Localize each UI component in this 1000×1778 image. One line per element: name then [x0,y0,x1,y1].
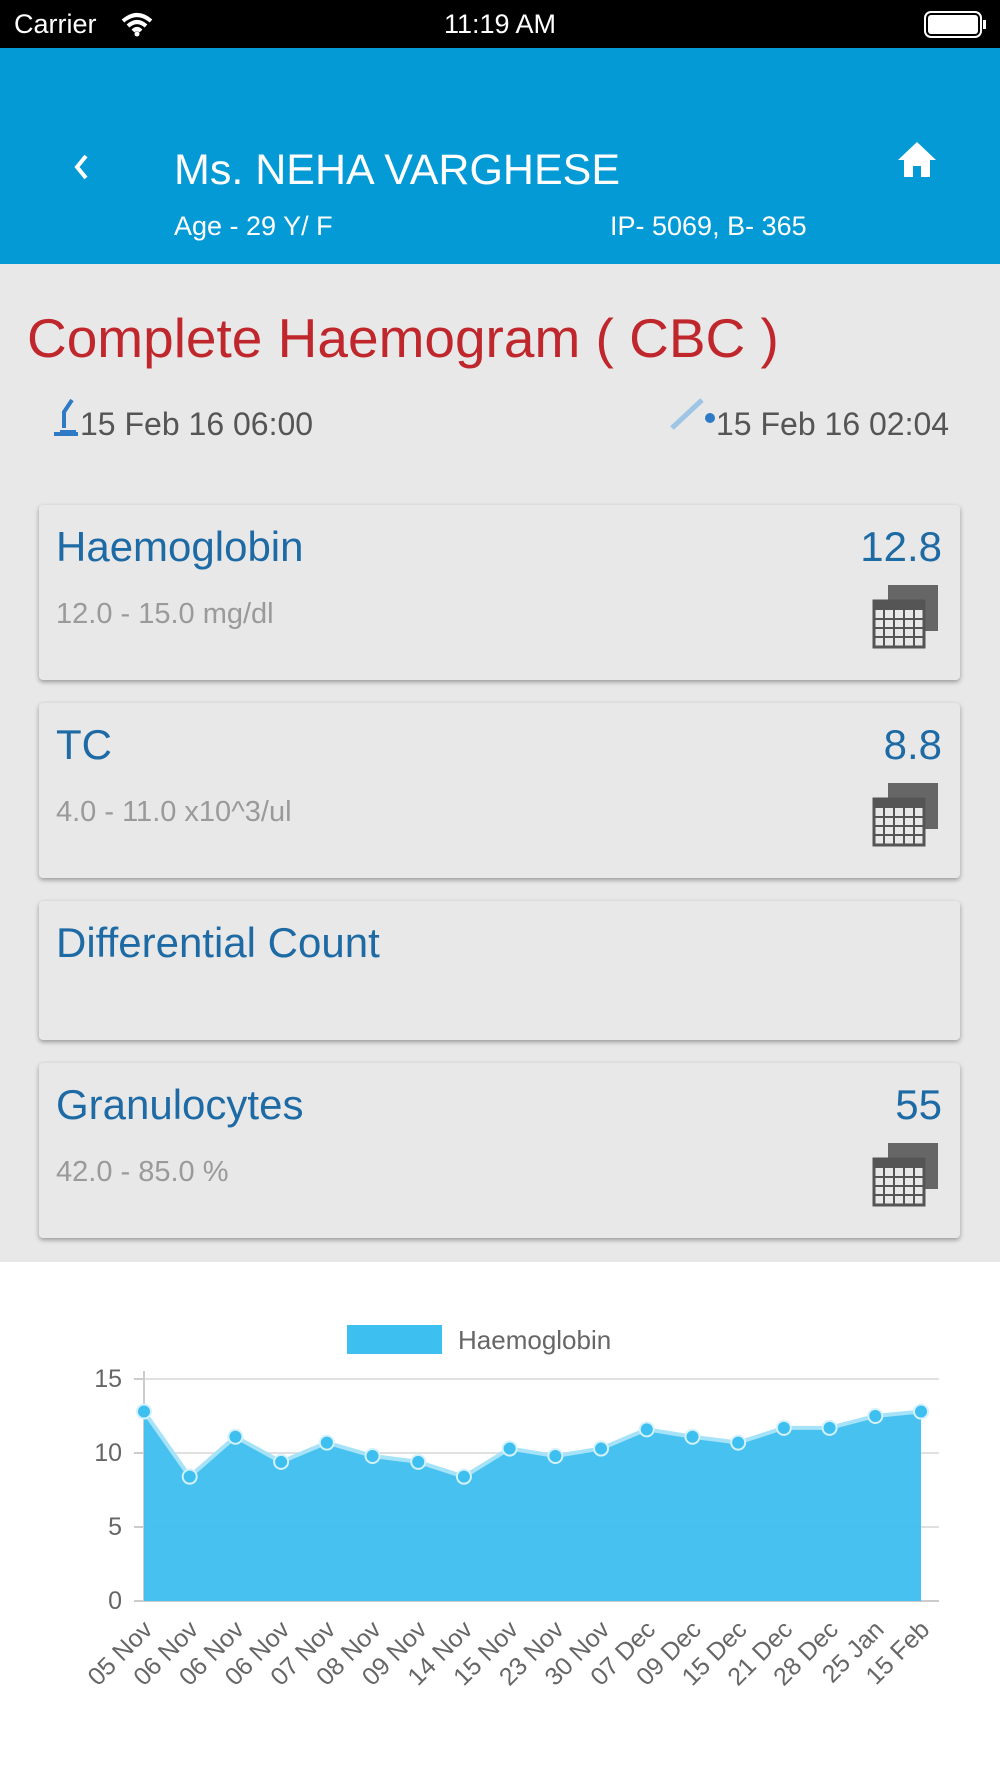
point [638,1421,655,1438]
status-bar: Carrier 11:19 AM [0,0,1000,48]
test-name: Differential Count [56,919,380,966]
y-tick-label: 15 [94,1365,122,1393]
report-body: Complete Haemogram ( CBC ) 15 Feb 16 06:… [0,264,1000,1262]
carrier: Carrier [14,9,97,39]
point [501,1440,518,1457]
patient-name: Ms. NEHA VARGHESE [174,146,621,194]
area [144,1411,921,1601]
point [547,1447,564,1464]
calendar-icon[interactable] [872,1141,940,1207]
test-name: Haemoglobin [56,523,304,570]
point [410,1453,427,1470]
point [821,1419,838,1436]
test-name: TC [56,721,112,768]
time: 11:19 AM [443,9,557,39]
test-value: 12.8 [860,523,942,570]
y-tick-label: 10 [94,1439,122,1467]
point [684,1428,701,1445]
y-tick-label: 0 [108,1587,122,1615]
test-range: 4.0 - 11.0 x10^3/ul [56,796,292,828]
test-card[interactable]: Haemoglobin 12.0 - 15.0 mg/dl 12.8 [39,505,960,680]
patient-age: Age - 29 Y/ F [174,211,333,241]
test-card[interactable]: Differential Count [39,901,960,1040]
test-value: 55 [895,1081,942,1128]
calendar-icon[interactable] [872,583,940,649]
home-button[interactable] [896,140,938,180]
point [364,1447,381,1464]
test-range: 42.0 - 85.0 % [56,1156,229,1188]
received-date: 15 Feb 16 02:04 [716,406,950,442]
wifi-icon [121,13,153,37]
point [273,1453,290,1470]
back-button[interactable] [70,151,94,183]
patient-ip: IP- 5069, B- 365 [610,211,807,241]
point [227,1428,244,1445]
point [136,1403,152,1420]
point [775,1419,792,1436]
legend-swatch [347,1325,442,1354]
test-range: 12.0 - 15.0 mg/dl [56,598,274,630]
y-tick-label: 5 [108,1513,122,1541]
battery-icon [924,11,986,38]
test-value: 8.8 [883,721,942,768]
test-card[interactable]: Granulocytes 42.0 - 85.0 % 55 [39,1063,960,1238]
test-card[interactable]: TC 4.0 - 11.0 x10^3/ul 8.8 [39,703,960,878]
point [455,1468,472,1485]
report-title: Complete Haemogram ( CBC ) [27,307,779,369]
point [593,1440,610,1457]
collected-date: 15 Feb 16 06:00 [80,406,314,442]
syringe-icon [670,398,715,430]
legend-label: Haemoglobin [458,1325,611,1355]
calendar-icon[interactable] [872,781,940,847]
microscope-icon [54,398,78,436]
test-name: Granulocytes [56,1081,304,1128]
point [181,1468,198,1485]
header: Ms. NEHA VARGHESE Age - 29 Y/ F IP- 5069… [0,48,1000,264]
point [867,1408,884,1424]
point [318,1434,335,1451]
point [730,1434,747,1451]
point [913,1403,929,1420]
